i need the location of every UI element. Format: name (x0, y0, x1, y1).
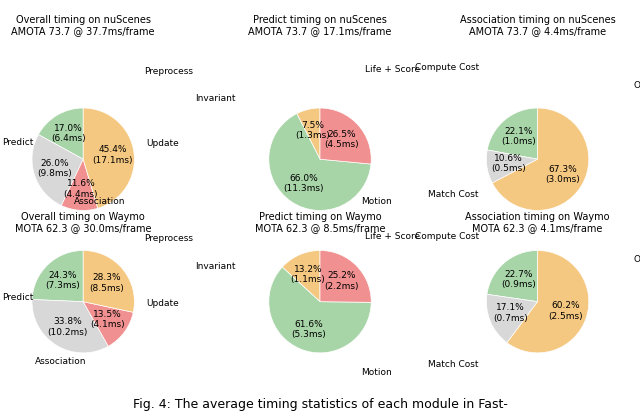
Wedge shape (83, 251, 134, 312)
Text: 66.0%
(11.3ms): 66.0% (11.3ms) (283, 174, 324, 194)
Text: Match Cost: Match Cost (428, 360, 479, 369)
Text: 22.1%
(1.0ms): 22.1% (1.0ms) (501, 127, 536, 146)
Text: 61.6%
(5.3ms): 61.6% (5.3ms) (292, 320, 326, 339)
Text: 13.2%
(1.1ms): 13.2% (1.1ms) (291, 265, 325, 284)
Text: Overall timing on nuScenes
AMOTA 73.7 @ 37.7ms/frame: Overall timing on nuScenes AMOTA 73.7 @ … (12, 15, 155, 36)
Wedge shape (38, 108, 83, 159)
Text: Predict timing on Waymo
MOTA 62.3 @ 8.5ms/frame: Predict timing on Waymo MOTA 62.3 @ 8.5m… (255, 212, 385, 233)
Text: 67.3%
(3.0ms): 67.3% (3.0ms) (546, 165, 580, 184)
Wedge shape (32, 134, 83, 206)
Text: 26.5%
(4.5ms): 26.5% (4.5ms) (324, 129, 359, 149)
Wedge shape (61, 159, 98, 210)
Text: Preprocess: Preprocess (144, 234, 193, 243)
Text: 25.2%
(2.2ms): 25.2% (2.2ms) (324, 271, 358, 290)
Text: Association timing on nuScenes
AMOTA 73.7 @ 4.4ms/frame: Association timing on nuScenes AMOTA 73.… (460, 15, 616, 36)
Text: Others: Others (634, 81, 640, 91)
Text: 17.1%
(0.7ms): 17.1% (0.7ms) (493, 303, 527, 323)
Wedge shape (507, 251, 589, 353)
Wedge shape (487, 108, 538, 159)
Text: Invariant: Invariant (195, 261, 236, 271)
Wedge shape (83, 108, 134, 208)
Text: 13.5%
(4.1ms): 13.5% (4.1ms) (90, 310, 124, 329)
Text: Life + Score: Life + Score (365, 65, 420, 74)
Text: Preprocess: Preprocess (144, 67, 193, 76)
Wedge shape (269, 114, 371, 210)
Text: 10.6%
(0.5ms): 10.6% (0.5ms) (491, 154, 525, 173)
Text: 22.7%
(0.9ms): 22.7% (0.9ms) (500, 269, 536, 289)
Text: Association timing on Waymo
MOTA 62.3 @ 4.1ms/frame: Association timing on Waymo MOTA 62.3 @ … (465, 212, 610, 233)
Wedge shape (320, 108, 371, 164)
Wedge shape (282, 251, 320, 302)
Text: Match Cost: Match Cost (428, 190, 479, 199)
Text: 11.6%
(4.4ms): 11.6% (4.4ms) (64, 179, 98, 199)
Wedge shape (269, 267, 371, 353)
Text: Overall timing on Waymo
MOTA 62.3 @ 30.0ms/frame: Overall timing on Waymo MOTA 62.3 @ 30.0… (15, 212, 152, 233)
Text: Others: Others (634, 255, 640, 264)
Wedge shape (83, 302, 133, 346)
Text: Predict timing on nuScenes
AMOTA 73.7 @ 17.1ms/frame: Predict timing on nuScenes AMOTA 73.7 @ … (248, 15, 392, 36)
Text: 26.0%
(9.8ms): 26.0% (9.8ms) (38, 159, 72, 178)
Wedge shape (486, 150, 538, 183)
Text: Motion: Motion (362, 197, 392, 206)
Text: 33.8%
(10.2ms): 33.8% (10.2ms) (47, 317, 88, 337)
Text: 60.2%
(2.5ms): 60.2% (2.5ms) (548, 301, 583, 321)
Text: 45.4%
(17.1ms): 45.4% (17.1ms) (92, 145, 133, 165)
Text: Life + Score: Life + Score (365, 232, 420, 241)
Text: Fig. 4: The average timing statistics of each module in Fast-: Fig. 4: The average timing statistics of… (132, 398, 508, 411)
Wedge shape (486, 294, 538, 343)
Wedge shape (32, 300, 108, 353)
Text: Update: Update (146, 139, 179, 148)
Wedge shape (487, 251, 538, 302)
Text: 7.5%
(1.3ms): 7.5% (1.3ms) (296, 121, 330, 140)
Text: Motion: Motion (362, 368, 392, 378)
Wedge shape (492, 108, 589, 210)
Text: 24.3%
(7.3ms): 24.3% (7.3ms) (45, 271, 80, 290)
Text: Predict: Predict (2, 293, 33, 302)
Text: 28.3%
(8.5ms): 28.3% (8.5ms) (89, 273, 124, 293)
Text: Compute Cost: Compute Cost (415, 232, 479, 241)
Text: 17.0%
(6.4ms): 17.0% (6.4ms) (51, 124, 85, 143)
Text: Invariant: Invariant (195, 94, 236, 103)
Text: Compute Cost: Compute Cost (415, 62, 479, 72)
Text: Association: Association (35, 357, 86, 366)
Wedge shape (320, 251, 371, 303)
Wedge shape (32, 251, 83, 302)
Wedge shape (297, 108, 320, 159)
Text: Update: Update (146, 299, 179, 308)
Text: Association: Association (74, 197, 125, 206)
Text: Predict: Predict (2, 138, 33, 147)
